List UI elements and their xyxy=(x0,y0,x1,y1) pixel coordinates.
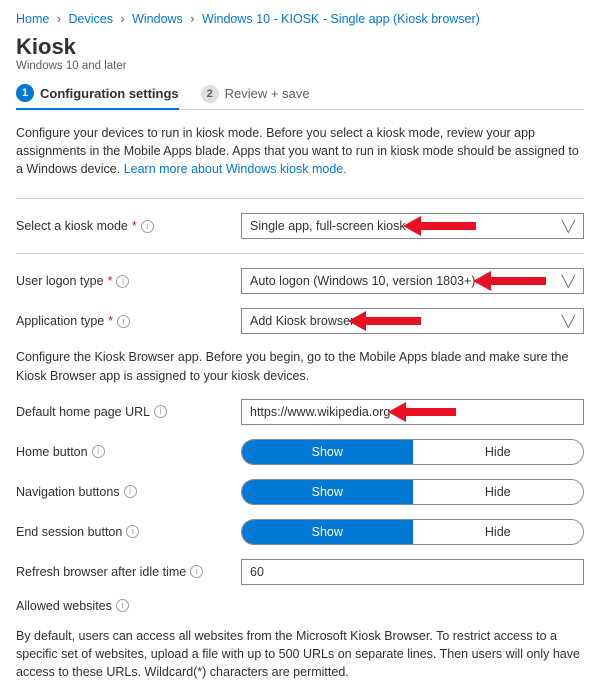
chevron-down-icon: ╲╱ xyxy=(562,275,575,288)
info-icon[interactable]: i xyxy=(116,599,129,612)
row-kiosk-mode: Select a kiosk mode * i Single app, full… xyxy=(16,213,584,239)
select-value: Single app, full-screen kiosk xyxy=(250,219,406,233)
row-allowed-websites: Allowed websites i xyxy=(16,599,584,613)
breadcrumb-devices[interactable]: Devices xyxy=(68,12,112,26)
row-home-url: Default home page URL i xyxy=(16,399,584,425)
input-home-url[interactable] xyxy=(241,399,584,425)
select-kiosk-mode[interactable]: Single app, full-screen kiosk ╲╱ xyxy=(241,213,584,239)
control-end-session: Show Hide xyxy=(241,519,584,545)
info-icon[interactable]: i xyxy=(124,485,137,498)
input-refresh-idle[interactable] xyxy=(241,559,584,585)
control-logon-type: Auto logon (Windows 10, version 1803+) ╲… xyxy=(241,268,584,294)
required-marker: * xyxy=(132,219,137,233)
label-text: Default home page URL xyxy=(16,405,150,419)
control-app-type: Add Kiosk browser ╲╱ xyxy=(241,308,584,334)
breadcrumb-windows[interactable]: Windows xyxy=(132,12,183,26)
toggle-home-button: Show Hide xyxy=(241,439,584,465)
breadcrumb-home[interactable]: Home xyxy=(16,12,49,26)
kiosk-browser-config-text: Configure the Kiosk Browser app. Before … xyxy=(16,348,584,384)
chevron-down-icon: ╲╱ xyxy=(562,220,575,233)
select-value: Auto logon (Windows 10, version 1803+) xyxy=(250,274,475,288)
breadcrumb-sep: › xyxy=(190,12,194,26)
label-home-url: Default home page URL i xyxy=(16,405,241,419)
toggle-show[interactable]: Show xyxy=(242,440,413,464)
control-refresh-idle xyxy=(241,559,584,585)
info-icon[interactable]: i xyxy=(141,220,154,233)
label-logon-type: User logon type * i xyxy=(16,274,241,288)
label-home-button: Home button i xyxy=(16,445,241,459)
info-icon[interactable]: i xyxy=(154,405,167,418)
row-end-session: End session button i Show Hide xyxy=(16,519,584,545)
label-text: Navigation buttons xyxy=(16,485,120,499)
step-badge-1: 1 xyxy=(16,84,34,102)
info-icon[interactable]: i xyxy=(117,315,130,328)
info-icon[interactable]: i xyxy=(92,445,105,458)
label-text: Refresh browser after idle time xyxy=(16,565,186,579)
select-app-type[interactable]: Add Kiosk browser ╲╱ xyxy=(241,308,584,334)
toggle-hide[interactable]: Hide xyxy=(413,520,584,544)
chevron-down-icon: ╲╱ xyxy=(562,315,575,328)
intro-text: Configure your devices to run in kiosk m… xyxy=(16,124,584,178)
row-home-button: Home button i Show Hide xyxy=(16,439,584,465)
select-logon-type[interactable]: Auto logon (Windows 10, version 1803+) ╲… xyxy=(241,268,584,294)
select-value: Add Kiosk browser xyxy=(250,314,354,328)
page-title: Kiosk xyxy=(16,34,584,60)
label-text: Home button xyxy=(16,445,88,459)
toggle-show[interactable]: Show xyxy=(242,480,413,504)
row-app-type: Application type * i Add Kiosk browser ╲… xyxy=(16,308,584,334)
info-icon[interactable]: i xyxy=(116,275,129,288)
row-refresh-idle: Refresh browser after idle time i xyxy=(16,559,584,585)
tab-label: Configuration settings xyxy=(40,86,179,101)
label-text: Select a kiosk mode xyxy=(16,219,128,233)
info-icon[interactable]: i xyxy=(126,525,139,538)
breadcrumb-sep: › xyxy=(57,12,61,26)
label-text: User logon type xyxy=(16,274,104,288)
label-allowed-websites: Allowed websites i xyxy=(16,599,241,613)
tab-review-save[interactable]: 2 Review + save xyxy=(201,84,310,109)
wizard-tabs: 1 Configuration settings 2 Review + save xyxy=(16,84,584,110)
label-text: End session button xyxy=(16,525,122,539)
allowed-websites-help: By default, users can access all website… xyxy=(16,627,584,681)
step-badge-2: 2 xyxy=(201,85,219,103)
label-app-type: Application type * i xyxy=(16,314,241,328)
divider xyxy=(16,253,584,254)
row-logon-type: User logon type * i Auto logon (Windows … xyxy=(16,268,584,294)
toggle-hide[interactable]: Hide xyxy=(413,480,584,504)
tab-configuration-settings[interactable]: 1 Configuration settings xyxy=(16,84,179,110)
breadcrumb-current[interactable]: Windows 10 - KIOSK - Single app (Kiosk b… xyxy=(202,12,480,26)
control-kiosk-mode: Single app, full-screen kiosk ╲╱ xyxy=(241,213,584,239)
toggle-hide[interactable]: Hide xyxy=(413,440,584,464)
control-home-button: Show Hide xyxy=(241,439,584,465)
breadcrumb: Home › Devices › Windows › Windows 10 - … xyxy=(16,12,584,26)
page-subtitle: Windows 10 and later xyxy=(16,60,584,72)
info-icon[interactable]: i xyxy=(190,565,203,578)
label-refresh-idle: Refresh browser after idle time i xyxy=(16,565,241,579)
label-kiosk-mode: Select a kiosk mode * i xyxy=(16,219,241,233)
breadcrumb-sep: › xyxy=(120,12,124,26)
required-marker: * xyxy=(108,314,113,328)
toggle-show[interactable]: Show xyxy=(242,520,413,544)
required-marker: * xyxy=(108,274,113,288)
toggle-end-session: Show Hide xyxy=(241,519,584,545)
control-nav-buttons: Show Hide xyxy=(241,479,584,505)
label-nav-buttons: Navigation buttons i xyxy=(16,485,241,499)
row-nav-buttons: Navigation buttons i Show Hide xyxy=(16,479,584,505)
divider xyxy=(16,198,584,199)
label-text: Application type xyxy=(16,314,104,328)
learn-more-link[interactable]: Learn more about Windows kiosk mode. xyxy=(124,162,347,176)
tab-label: Review + save xyxy=(225,86,310,101)
label-end-session: End session button i xyxy=(16,525,241,539)
label-text: Allowed websites xyxy=(16,599,112,613)
toggle-nav-buttons: Show Hide xyxy=(241,479,584,505)
control-home-url xyxy=(241,399,584,425)
